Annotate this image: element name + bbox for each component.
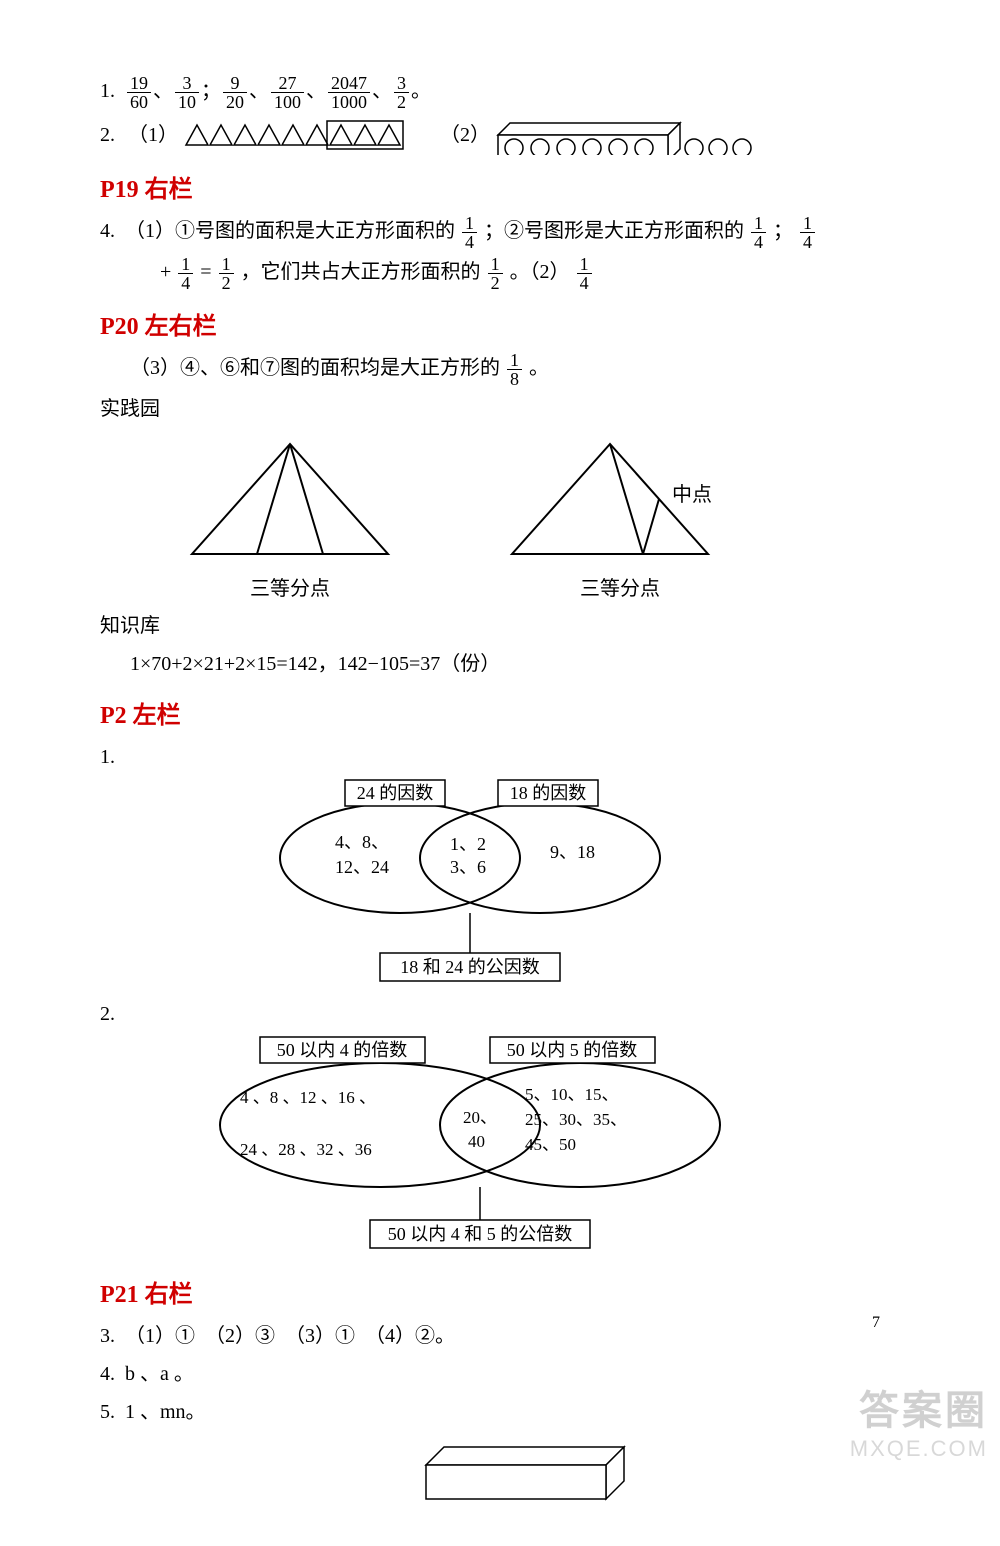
svg-text:50 以内 4 和 5 的公倍数: 50 以内 4 和 5 的公倍数: [388, 1224, 573, 1244]
question-1: 1. 1960、310；920、27100、20471000、32。: [100, 74, 900, 111]
venn-diagram-2: 50 以内 4 的倍数 50 以内 5 的倍数 4 、8 、12 、16 、 2…: [190, 1035, 790, 1255]
question-2: 2. （1） （2）: [100, 115, 900, 155]
question-4b: 4. b 、a 。: [100, 1357, 900, 1391]
p20-line: （3）④、⑥和⑦图的面积均是大正方形的 18 。: [100, 351, 900, 388]
svg-text:24 的因数: 24 的因数: [357, 783, 434, 803]
question-3: 3. （1）① （2）③ （3）① （4）②。: [100, 1319, 900, 1353]
page-number: 7: [872, 1314, 880, 1332]
heading-p20: P20 左右栏: [100, 306, 900, 341]
svg-text:9、18: 9、18: [550, 842, 595, 862]
cuboid-diagram: [420, 1441, 640, 1501]
heading-p2: P2 左栏: [100, 695, 900, 730]
question-4-line2: + 14 = 12 ，它们共占大正方形面积的 12 。（2） 14: [100, 255, 900, 292]
q1-prefix: 1.: [100, 80, 115, 102]
triangle-1: [180, 436, 400, 566]
svg-text:12、24: 12、24: [335, 857, 389, 877]
heading-p19: P19 右栏: [100, 169, 900, 204]
svg-text:4 、8 、12 、16 、: 4 、8 、12 、16 、: [240, 1088, 376, 1107]
svg-text:20、: 20、: [463, 1108, 497, 1127]
shijian-label: 实践园: [100, 392, 900, 426]
svg-text:3、6: 3、6: [450, 857, 486, 877]
triangle-row: 三等分点 中点 三等分点: [180, 436, 900, 601]
svg-text:18 的因数: 18 的因数: [510, 783, 587, 803]
venn2-num: 2.: [100, 997, 900, 1031]
svg-text:45、50: 45、50: [525, 1135, 576, 1154]
midpoint-label: 中点: [672, 478, 712, 507]
triangles-diagram: [182, 119, 422, 151]
svg-text:50 以内 4 的倍数: 50 以内 4 的倍数: [277, 1040, 408, 1060]
zhishiku-label: 知识库: [100, 609, 900, 643]
question-4: 4. （1）①号图的面积是大正方形面积的 14 ；②号图形是大正方形面积的 14…: [100, 214, 900, 251]
zhishi-calc: 1×70+2×21+2×15=142，142−105=37（份）: [100, 647, 900, 681]
svg-text:40: 40: [468, 1132, 485, 1151]
watermark: 答案圈 MXQE.COM: [850, 1378, 988, 1462]
svg-text:5、10、15、: 5、10、15、: [525, 1085, 619, 1104]
q2-part2-label: （2）: [440, 118, 490, 152]
question-5: 5. 1 、mn。: [100, 1395, 900, 1429]
svg-text:18 和 24 的公因数: 18 和 24 的公因数: [400, 957, 540, 977]
svg-text:24 、28 、32 、36: 24 、28 、32 、36: [240, 1140, 372, 1159]
venn1-num: 1.: [100, 740, 900, 774]
q2-part1-label: （1）: [128, 118, 178, 152]
svg-text:4、8、: 4、8、: [335, 832, 389, 852]
circles-cuboid-diagram: [494, 115, 784, 155]
svg-text:1、2: 1、2: [450, 834, 486, 854]
q2-prefix: 2.: [100, 118, 115, 152]
venn-diagram-1: 24 的因数 18 的因数 4、8、 12、24 1、2 3、6 9、18 18…: [240, 778, 740, 988]
svg-text:50 以内 5 的倍数: 50 以内 5 的倍数: [507, 1040, 638, 1060]
svg-text:25、30、35、: 25、30、35、: [525, 1110, 627, 1129]
heading-p21: P21 右栏: [100, 1274, 900, 1309]
